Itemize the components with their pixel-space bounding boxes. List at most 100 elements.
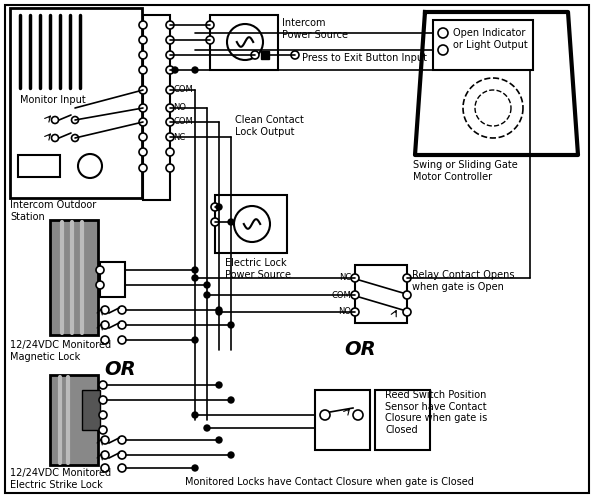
Circle shape bbox=[139, 148, 147, 156]
Circle shape bbox=[118, 336, 126, 344]
Circle shape bbox=[166, 164, 174, 172]
Circle shape bbox=[351, 274, 359, 282]
Bar bbox=[355, 265, 407, 323]
Circle shape bbox=[192, 412, 198, 418]
Circle shape bbox=[438, 28, 448, 38]
Circle shape bbox=[228, 219, 234, 225]
Bar bbox=[210, 15, 278, 70]
Text: NC: NC bbox=[173, 132, 185, 141]
Circle shape bbox=[234, 206, 270, 242]
Circle shape bbox=[166, 118, 174, 126]
Circle shape bbox=[139, 21, 147, 29]
Text: 12/24VDC Monitored
Magnetic Lock: 12/24VDC Monitored Magnetic Lock bbox=[10, 340, 111, 361]
Circle shape bbox=[211, 203, 219, 211]
Text: Intercom Outdoor
Station: Intercom Outdoor Station bbox=[10, 200, 96, 222]
Circle shape bbox=[99, 381, 107, 389]
Circle shape bbox=[166, 36, 174, 44]
Circle shape bbox=[101, 306, 109, 314]
Circle shape bbox=[192, 267, 198, 273]
Circle shape bbox=[204, 292, 210, 298]
Circle shape bbox=[51, 134, 58, 141]
Bar bbox=[18, 155, 60, 177]
Circle shape bbox=[166, 148, 174, 156]
Circle shape bbox=[139, 118, 147, 126]
Circle shape bbox=[78, 154, 102, 178]
Circle shape bbox=[204, 282, 210, 288]
Text: Intercom
Power Source: Intercom Power Source bbox=[282, 18, 348, 40]
Circle shape bbox=[216, 437, 222, 443]
Text: Electric Lock
Power Source: Electric Lock Power Source bbox=[225, 258, 291, 280]
Text: Monitored Locks have Contact Closure when gate is Closed: Monitored Locks have Contact Closure whe… bbox=[185, 477, 474, 487]
Circle shape bbox=[139, 104, 147, 112]
Text: Relay Contact Opens
when gate is Open: Relay Contact Opens when gate is Open bbox=[412, 270, 514, 291]
Circle shape bbox=[101, 321, 109, 329]
Circle shape bbox=[403, 291, 411, 299]
Bar bbox=[315, 390, 370, 450]
Circle shape bbox=[166, 21, 174, 29]
Circle shape bbox=[172, 67, 178, 73]
Circle shape bbox=[320, 410, 330, 420]
Circle shape bbox=[353, 410, 363, 420]
Circle shape bbox=[118, 436, 126, 444]
Circle shape bbox=[403, 274, 411, 282]
Bar bbox=[50, 375, 98, 465]
Circle shape bbox=[211, 218, 219, 226]
Text: Monitor Input: Monitor Input bbox=[20, 95, 86, 105]
Circle shape bbox=[139, 36, 147, 44]
Circle shape bbox=[291, 51, 299, 59]
Circle shape bbox=[192, 337, 198, 343]
Text: NC: NC bbox=[339, 274, 351, 282]
Bar bbox=[10, 8, 142, 198]
Circle shape bbox=[139, 86, 147, 94]
Circle shape bbox=[403, 308, 411, 316]
Bar bbox=[50, 220, 98, 335]
Bar bbox=[215, 195, 287, 253]
Circle shape bbox=[72, 134, 79, 141]
Circle shape bbox=[139, 133, 147, 141]
Circle shape bbox=[101, 436, 109, 444]
Circle shape bbox=[118, 321, 126, 329]
Circle shape bbox=[228, 397, 234, 403]
Circle shape bbox=[118, 306, 126, 314]
Circle shape bbox=[192, 67, 198, 73]
Circle shape bbox=[192, 465, 198, 471]
Circle shape bbox=[216, 309, 222, 315]
Circle shape bbox=[166, 51, 174, 59]
Text: COM: COM bbox=[173, 118, 193, 126]
Circle shape bbox=[438, 45, 448, 55]
Circle shape bbox=[166, 104, 174, 112]
Text: Open Indicator
or Light Output: Open Indicator or Light Output bbox=[453, 28, 527, 50]
Text: NO: NO bbox=[173, 104, 186, 112]
Circle shape bbox=[99, 411, 107, 419]
Circle shape bbox=[118, 451, 126, 459]
Circle shape bbox=[251, 51, 259, 59]
Circle shape bbox=[139, 66, 147, 74]
Circle shape bbox=[99, 396, 107, 404]
Circle shape bbox=[204, 425, 210, 431]
Text: COM: COM bbox=[331, 290, 351, 300]
Circle shape bbox=[228, 452, 234, 458]
Circle shape bbox=[118, 464, 126, 472]
Circle shape bbox=[101, 464, 109, 472]
Circle shape bbox=[227, 24, 263, 60]
Text: Swing or Sliding Gate
Motor Controller: Swing or Sliding Gate Motor Controller bbox=[413, 160, 518, 182]
Circle shape bbox=[351, 291, 359, 299]
Text: NO: NO bbox=[338, 308, 351, 316]
Text: 12/24VDC Monitored
Electric Strike Lock: 12/24VDC Monitored Electric Strike Lock bbox=[10, 468, 111, 489]
Circle shape bbox=[228, 322, 234, 328]
Bar bbox=[143, 15, 170, 200]
Circle shape bbox=[166, 66, 174, 74]
Text: OR: OR bbox=[344, 340, 376, 359]
Text: Reed Switch Position
Sensor have Contact
Closure when gate is
Closed: Reed Switch Position Sensor have Contact… bbox=[385, 390, 488, 435]
Text: Clean Contact
Lock Output: Clean Contact Lock Output bbox=[235, 115, 304, 136]
Circle shape bbox=[216, 307, 222, 313]
Text: OR: OR bbox=[104, 360, 136, 379]
Circle shape bbox=[139, 51, 147, 59]
Circle shape bbox=[101, 451, 109, 459]
Circle shape bbox=[96, 266, 104, 274]
Text: Press to Exit Button Input: Press to Exit Button Input bbox=[302, 53, 427, 63]
Circle shape bbox=[206, 21, 214, 29]
Text: COM: COM bbox=[173, 86, 193, 94]
Circle shape bbox=[351, 308, 359, 316]
Circle shape bbox=[101, 336, 109, 344]
